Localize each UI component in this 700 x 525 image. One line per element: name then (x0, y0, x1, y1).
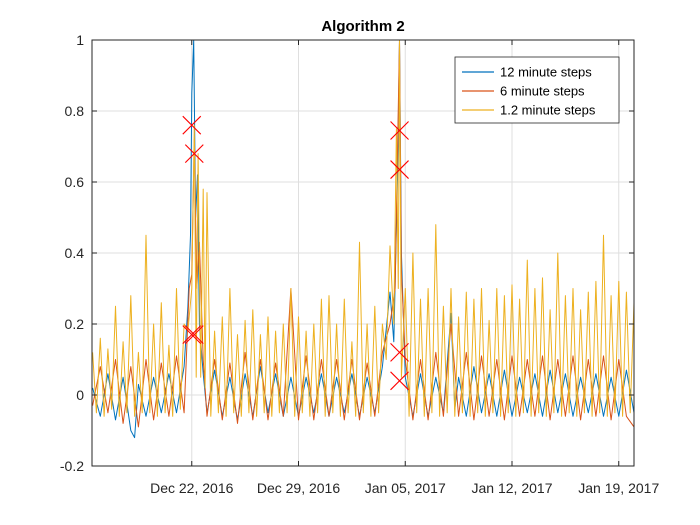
x-marker (390, 343, 409, 362)
legend: 12 minute steps 6 minute steps 1.2 minute … (454, 56, 620, 124)
x-marker (390, 371, 409, 391)
x-marker (184, 144, 204, 163)
legend-label: 6 minute steps (500, 84, 585, 99)
x-marker (184, 325, 204, 345)
y-tick-label: 0.8 (65, 103, 85, 119)
legend-box (454, 56, 620, 124)
y-tick-label: 1 (76, 32, 84, 48)
y-tick-label: 0.2 (65, 316, 85, 332)
x-tick-label: Jan 19, 2017 (578, 480, 659, 496)
y-tick-label: 0.4 (65, 245, 85, 261)
series-line-3 (92, 40, 634, 417)
x-tick-label: Dec 29, 2016 (257, 480, 340, 496)
x-marker (390, 160, 409, 179)
x-marker (182, 115, 202, 135)
detection-markers (182, 115, 409, 391)
x-marker (390, 121, 409, 140)
chart-title: Algorithm 2 (321, 18, 404, 35)
x-tick-label: Jan 12, 2017 (472, 480, 553, 496)
x-tick-label: Jan 05, 2017 (365, 480, 446, 496)
legend-label: 1.2 minute steps (500, 103, 596, 118)
y-tick-label: 0.6 (65, 174, 85, 190)
y-tick-label: 0 (76, 387, 84, 403)
x-marker (182, 325, 202, 345)
series-line-2 (92, 40, 634, 428)
legend-label: 12 minute steps (500, 65, 592, 80)
axes-ticks: -0.2 0 0.2 0.4 0.6 0.8 1 Dec 22, 2016 Dec 29, 20… (60, 32, 660, 496)
y-tick-label: -0.2 (60, 458, 84, 474)
x-tick-label: Dec 22, 2016 (150, 480, 233, 496)
